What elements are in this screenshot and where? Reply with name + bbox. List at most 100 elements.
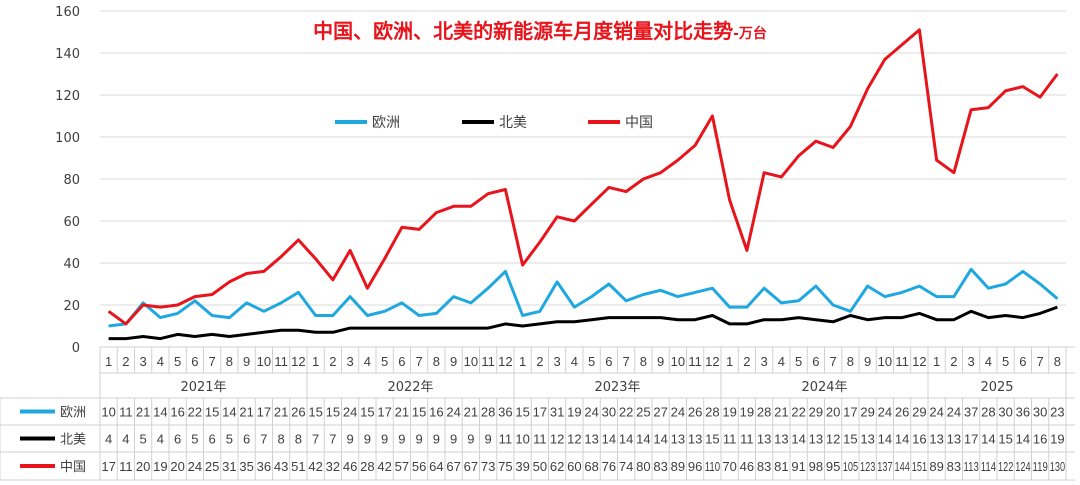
table-value: 21: [395, 405, 409, 420]
table-value: 11: [119, 459, 133, 474]
table-value: 144: [895, 459, 910, 474]
y-tick-label: 40: [63, 257, 80, 272]
table-value: 16: [1033, 432, 1047, 447]
table-value: 151: [912, 459, 927, 474]
table-value: 15: [326, 405, 340, 420]
month-label: 4: [778, 354, 785, 369]
table-value: 76: [602, 459, 616, 474]
table-value: 26: [291, 405, 305, 420]
month-label: 7: [623, 354, 630, 369]
table-value: 23: [1050, 405, 1064, 420]
table-value: 122: [998, 459, 1013, 474]
legend-label: 欧洲: [372, 115, 400, 131]
table-value: 19: [740, 405, 754, 420]
table-value: 29: [809, 405, 823, 420]
table-value: 137: [877, 459, 892, 474]
table-value: 119: [1033, 459, 1048, 474]
table-value: 9: [347, 432, 354, 447]
y-tick-label: 60: [63, 215, 80, 230]
table-value: 10: [101, 405, 115, 420]
month-label: 9: [864, 354, 871, 369]
month-label: 8: [1054, 354, 1061, 369]
month-label: 6: [398, 354, 405, 369]
month-label: 7: [1037, 354, 1044, 369]
table-value: 8: [278, 432, 285, 447]
table-value: 83: [653, 459, 667, 474]
table-value: 9: [416, 432, 423, 447]
month-label: 11: [895, 354, 909, 369]
table-value: 14: [222, 405, 236, 420]
table-value: 67: [464, 459, 478, 474]
table-value: 12: [567, 432, 581, 447]
month-label: 10: [257, 354, 271, 369]
table-value: 24: [929, 405, 943, 420]
month-label: 8: [226, 354, 233, 369]
table-value: 14: [602, 432, 616, 447]
table-value: 20: [136, 459, 150, 474]
table-value: 96: [688, 459, 702, 474]
table-value: 114: [981, 459, 996, 474]
table-value: 13: [809, 432, 823, 447]
month-label: 3: [968, 354, 975, 369]
month-label: 10: [671, 354, 685, 369]
table-value: 46: [343, 459, 357, 474]
table-value: 9: [485, 432, 492, 447]
month-label: 8: [640, 354, 647, 369]
month-label: 3: [554, 354, 561, 369]
table-value: 6: [243, 432, 250, 447]
month-label: 10: [464, 354, 478, 369]
table-value: 13: [860, 432, 874, 447]
table-value: 39: [515, 459, 529, 474]
table-value: 17: [964, 432, 978, 447]
table-value: 14: [981, 432, 995, 447]
table-value: 105: [843, 459, 858, 474]
table-value: 30: [602, 405, 616, 420]
month-label: 12: [705, 354, 719, 369]
table-value: 10: [515, 432, 529, 447]
y-tick-label: 120: [55, 89, 80, 104]
month-label: 4: [157, 354, 164, 369]
table-value: 14: [619, 432, 633, 447]
table-value: 4: [105, 432, 112, 447]
series-line-欧洲: [108, 267, 1059, 328]
table-value: 24: [188, 459, 202, 474]
table-value: 83: [947, 459, 961, 474]
table-value: 56: [412, 459, 426, 474]
table-value: 62: [550, 459, 564, 474]
table-value: 24: [878, 405, 892, 420]
table-value: 9: [450, 432, 457, 447]
month-label: 9: [657, 354, 664, 369]
month-label: 4: [364, 354, 371, 369]
table-value: 4: [122, 432, 129, 447]
month-label: 3: [347, 354, 354, 369]
table-value: 7: [312, 432, 319, 447]
table-value: 28: [705, 405, 719, 420]
table-value: 22: [619, 405, 633, 420]
table-value: 14: [636, 432, 650, 447]
table-value: 24: [671, 405, 685, 420]
table-value: 28: [981, 405, 995, 420]
table-value: 7: [329, 432, 336, 447]
table-value: 24: [343, 405, 357, 420]
month-label: 9: [450, 354, 457, 369]
year-label: 2024年: [801, 380, 847, 395]
table-value: 11: [119, 405, 133, 420]
table-value: 60: [567, 459, 581, 474]
table-value: 14: [653, 432, 667, 447]
table-value: 11: [533, 432, 547, 447]
month-label: 1: [933, 354, 940, 369]
legend-label: 中国: [625, 115, 653, 131]
table-value: 9: [433, 432, 440, 447]
table-value: 19: [153, 459, 167, 474]
table-value: 17: [377, 405, 391, 420]
table-value: 5: [226, 432, 233, 447]
table-value: 36: [498, 405, 512, 420]
table-value: 13: [947, 432, 961, 447]
table-value: 22: [188, 405, 202, 420]
table-value: 81: [774, 459, 788, 474]
table-value: 16: [170, 405, 184, 420]
month-label: 2: [536, 354, 543, 369]
table-value: 5: [140, 432, 147, 447]
